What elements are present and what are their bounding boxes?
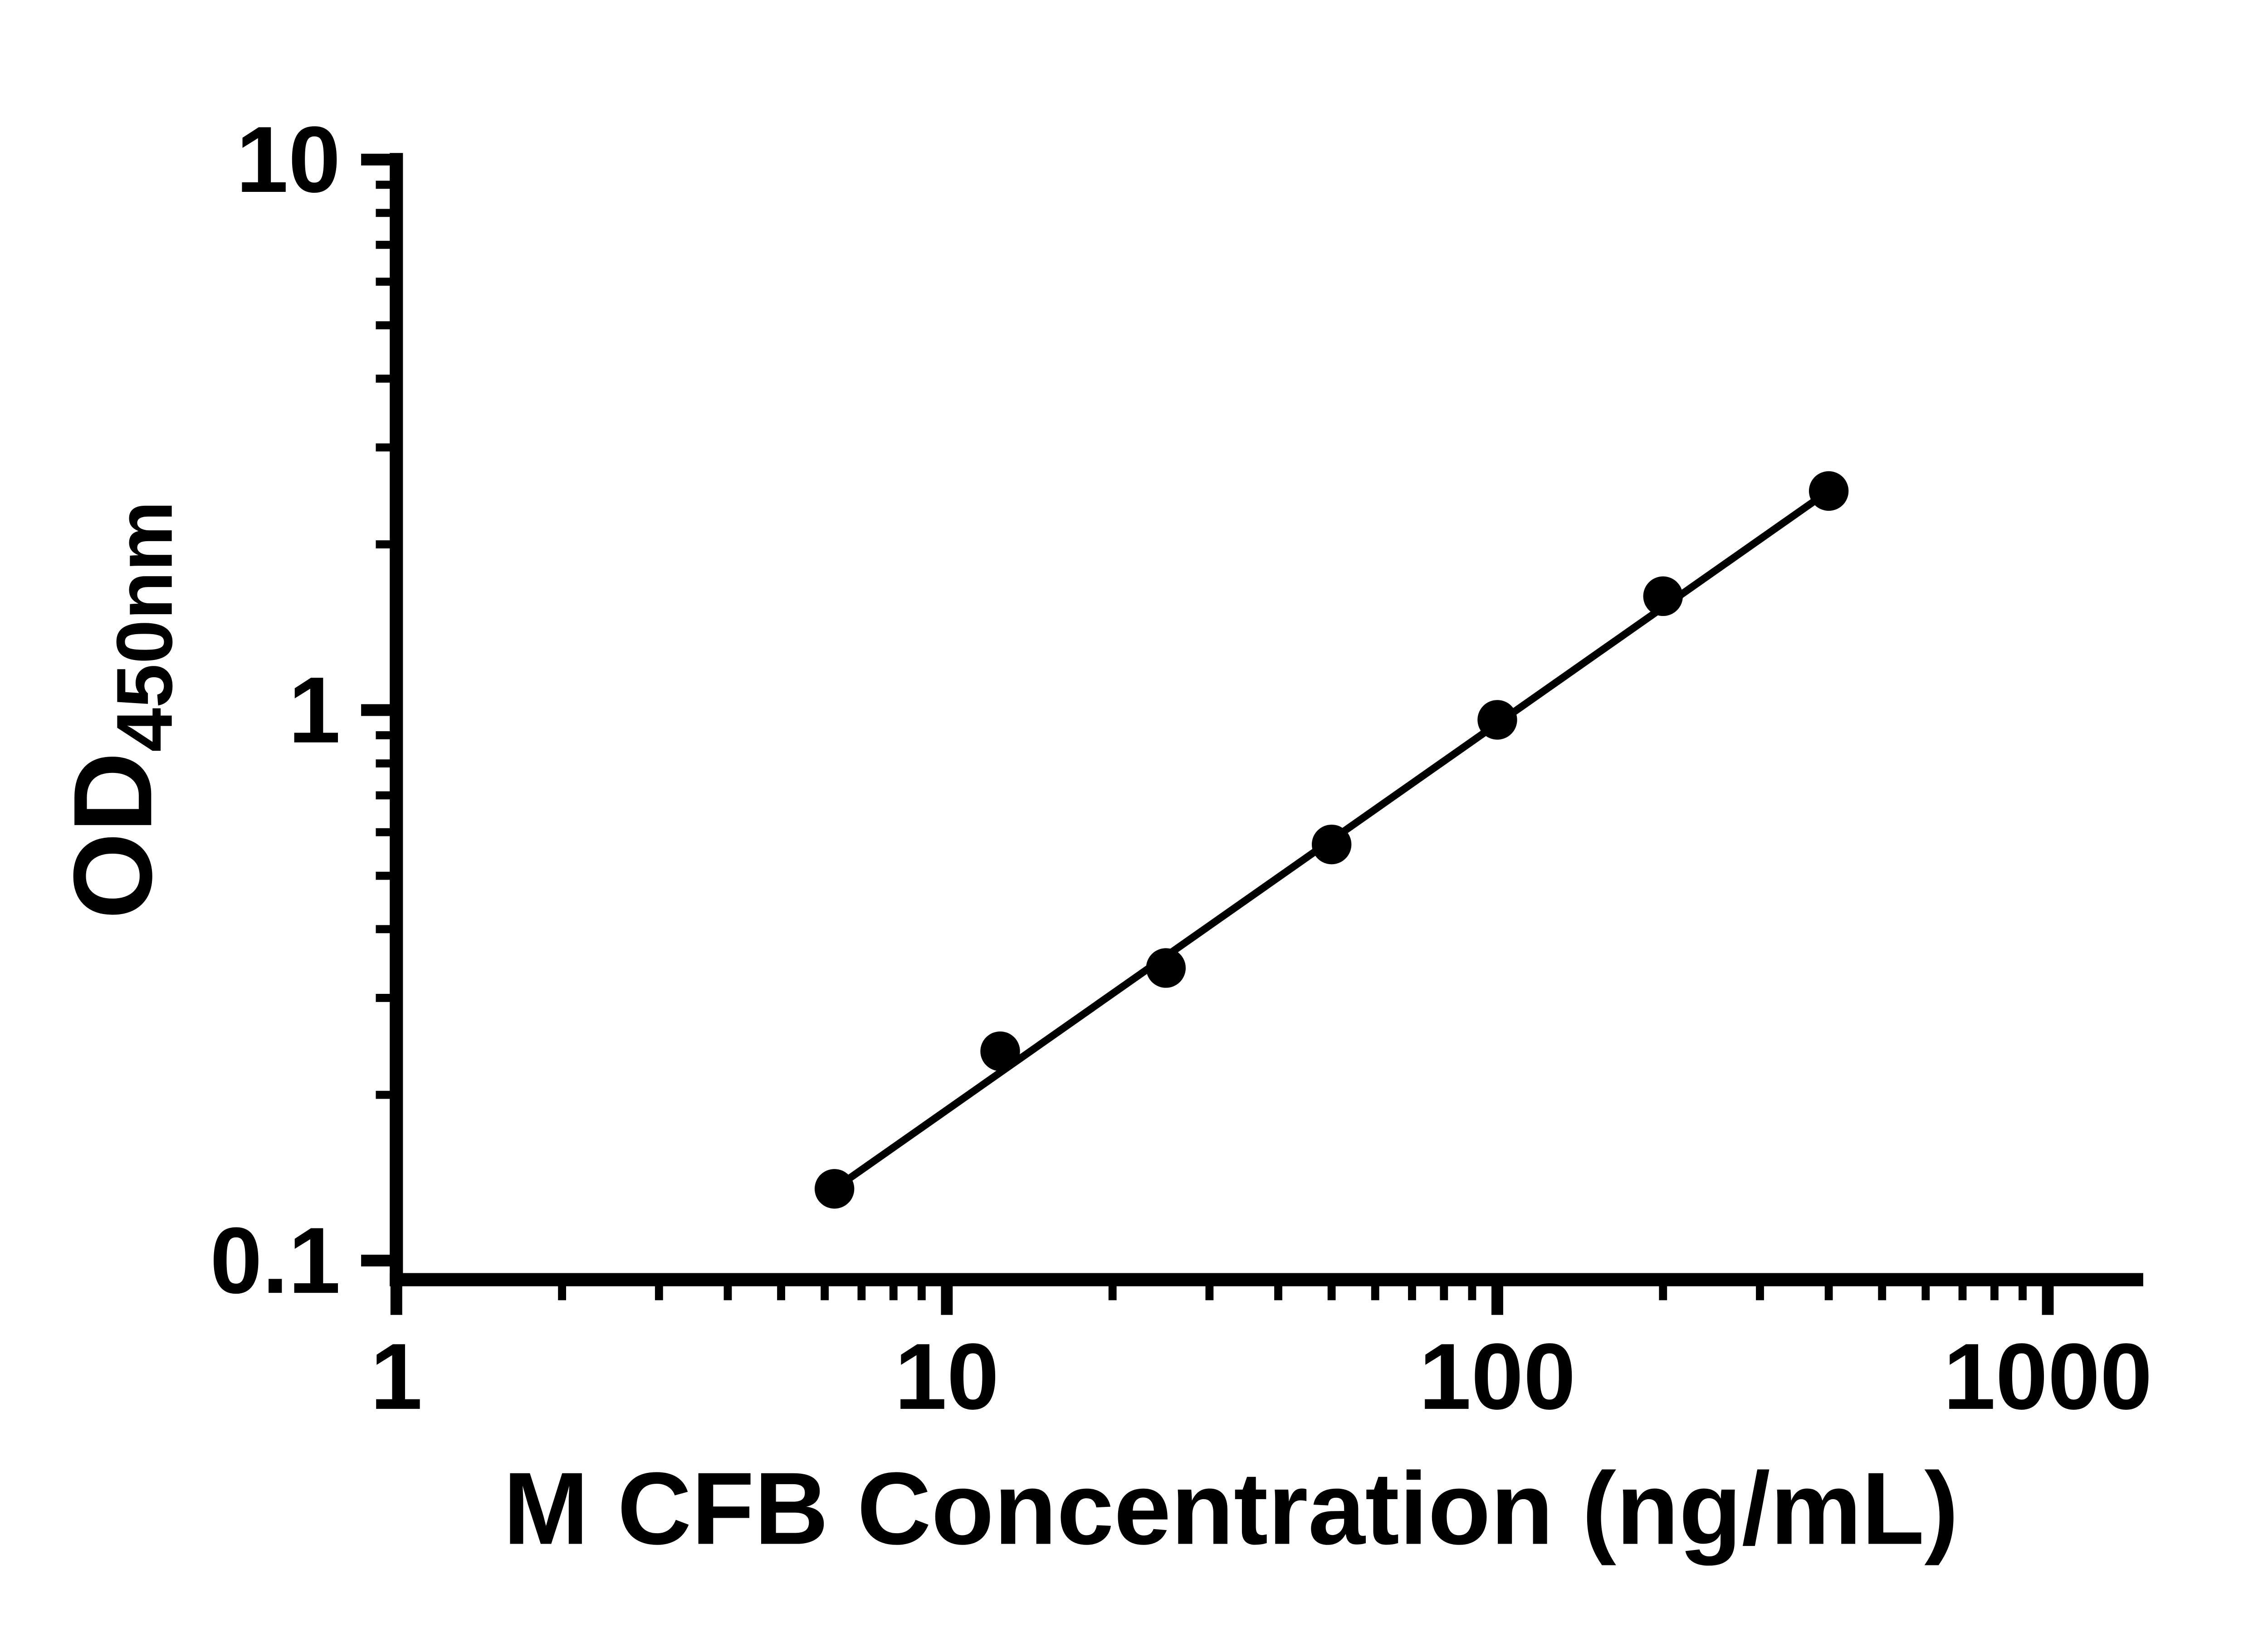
x-tick-label: 100 <box>1419 1324 1576 1429</box>
y-tick-label: 10 <box>236 107 340 212</box>
y-axis-title-subscript: 450nm <box>101 501 189 752</box>
data-point <box>1809 471 1849 511</box>
data-point <box>1643 576 1683 616</box>
y-tick-label: 1 <box>288 658 341 763</box>
data-point <box>980 1031 1020 1071</box>
y-axis-title: OD450nm <box>50 501 189 919</box>
x-tick-label: 1000 <box>1943 1324 2152 1429</box>
y-tick-label: 0.1 <box>210 1208 341 1313</box>
x-tick-label: 10 <box>894 1324 999 1429</box>
data-point <box>814 1169 855 1209</box>
x-tick-label: 1 <box>370 1324 422 1429</box>
data-point <box>1477 700 1517 740</box>
data-point <box>1146 948 1186 988</box>
y-axis-title-main: OD <box>50 752 175 919</box>
x-axis-title: M CFB Concentration (ng/mL) <box>503 1452 1959 1566</box>
data-point <box>1311 824 1352 865</box>
